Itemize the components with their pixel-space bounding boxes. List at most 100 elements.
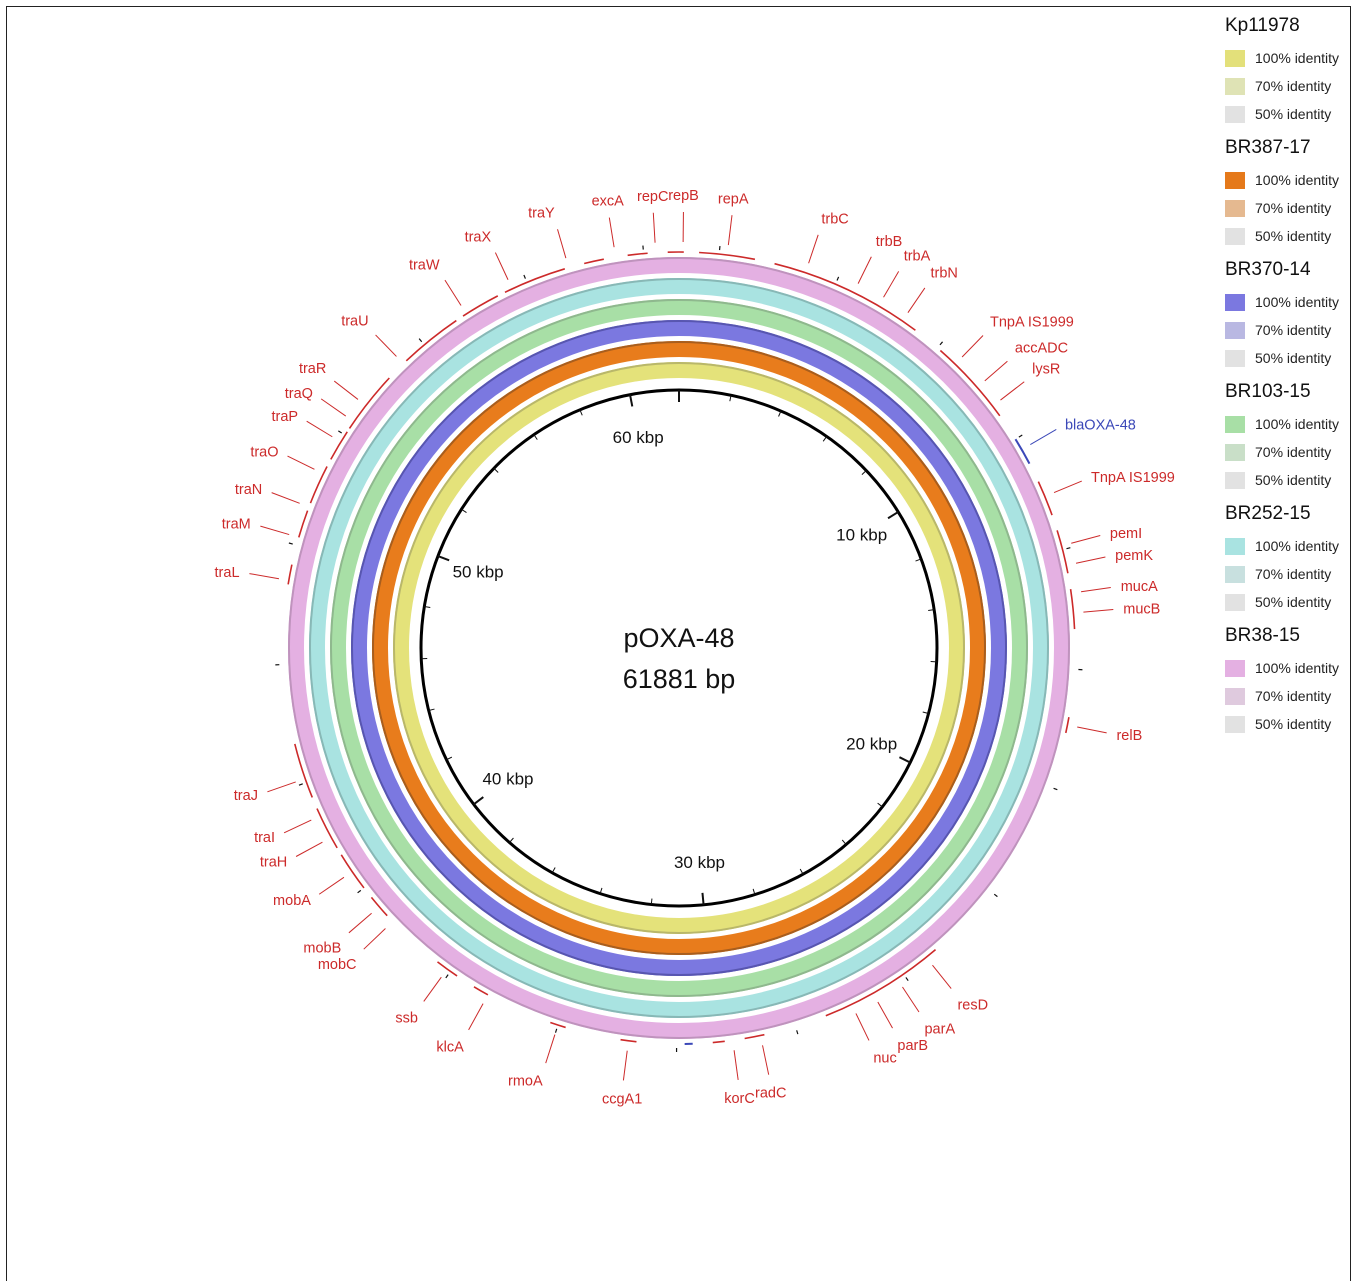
scale-label: 20 kbp — [846, 734, 897, 753]
gene-leader — [907, 287, 926, 313]
minor-tick — [533, 434, 538, 440]
legend-group: BR370-14 100% identity 70% identity 50% ide… — [1225, 258, 1353, 372]
legend-group: BR38-15 100% identity 70% identity 50% iden… — [1225, 624, 1353, 738]
identity-rings — [288, 257, 1070, 1039]
outer-tick — [836, 276, 840, 281]
gene-label: mobA — [273, 893, 311, 909]
gene-label: ssb — [395, 1011, 418, 1027]
legend-swatch — [1225, 105, 1245, 123]
legend-item: 100% identity — [1225, 654, 1353, 682]
gene-label: blaOXA-48 — [1065, 417, 1136, 433]
gene-leader — [857, 256, 872, 284]
ring-edge — [372, 341, 986, 955]
gene-arc — [744, 1033, 765, 1040]
gene-arc — [340, 854, 365, 889]
gene-leader — [622, 1050, 628, 1081]
outer-tick — [796, 1030, 799, 1035]
gene-arc — [1069, 588, 1076, 630]
gene-leader — [808, 234, 819, 264]
legend-label: 100% identity — [1255, 172, 1340, 188]
gene-label: traL — [215, 565, 240, 581]
gene-label: traJ — [234, 788, 258, 804]
gene-leader — [608, 217, 615, 248]
scale-label: 30 kbp — [674, 853, 725, 872]
legend-item: 50% identity — [1225, 466, 1353, 494]
gene-leader — [295, 841, 323, 857]
gene-label: nuc — [873, 1050, 896, 1066]
gene-leader — [902, 986, 920, 1013]
legend-item: 50% identity — [1225, 344, 1353, 372]
gene-arc — [712, 1040, 725, 1044]
legend-item: 100% identity — [1225, 410, 1353, 438]
major-tick — [887, 511, 899, 520]
legend-title: BR370-14 — [1225, 259, 1311, 280]
ring-br103-15 — [330, 299, 1028, 997]
gene-label: TnpA IS1999 — [990, 314, 1074, 330]
gene-arc — [699, 251, 756, 261]
legend-title: BR252-15 — [1225, 503, 1311, 524]
gene-label: pemK — [1115, 548, 1153, 564]
gene-label: mobB — [303, 940, 341, 956]
minor-tick — [729, 395, 732, 402]
major-tick — [701, 892, 705, 905]
gene-label: resD — [957, 997, 988, 1013]
gene-arc — [437, 961, 458, 977]
gene-arc — [550, 1021, 566, 1029]
gene-label: korC — [724, 1091, 755, 1107]
ring-edge — [288, 257, 1070, 1039]
legend-swatch — [1225, 227, 1245, 245]
gene-label: klcA — [436, 1040, 464, 1056]
minor-tick — [752, 888, 756, 895]
gene-label: repA — [718, 191, 749, 207]
gene-label: trbN — [930, 266, 957, 282]
gene-leader — [320, 398, 347, 417]
legend-label: 100% identity — [1255, 660, 1340, 676]
gene-label: repB — [668, 188, 699, 204]
gene-leader — [762, 1045, 770, 1075]
ring-br370-14 — [351, 320, 1007, 976]
gene-label: mobC — [318, 957, 357, 973]
gene-leader — [318, 876, 345, 895]
gene-arc — [370, 896, 388, 917]
gene-arcs — [287, 251, 1076, 1045]
gene-leader — [733, 1050, 739, 1081]
legend-item: 100% identity — [1225, 166, 1353, 194]
legend-group: BR252-15 100% identity 70% identity 50% ide… — [1225, 502, 1353, 616]
ring-edge — [393, 362, 965, 934]
scale-labels: 10 kbp 20 kbp 30 kbp 40 kbp 50 kbp 60 kbp — [453, 428, 898, 872]
legend-item: 100% identity — [1225, 532, 1353, 560]
legend-label: 100% identity — [1255, 294, 1340, 310]
scale-ticks — [275, 245, 1083, 1052]
gene-arc — [348, 377, 390, 429]
legend-label: 70% identity — [1255, 566, 1332, 582]
minor-tick — [928, 609, 935, 612]
gene-leader — [271, 492, 300, 504]
legend-swatch — [1225, 171, 1245, 189]
gene-leader — [1030, 429, 1057, 445]
legend-swatch — [1225, 349, 1245, 367]
outer-tick — [298, 783, 303, 786]
gene-label: mucB — [1123, 602, 1160, 618]
outer-tick — [1053, 787, 1058, 791]
gene-label: rmoA — [508, 1074, 543, 1090]
minor-tick — [822, 436, 828, 442]
minor-tick — [509, 837, 514, 843]
gene-arc — [1056, 530, 1069, 574]
gene-leader — [727, 215, 733, 246]
minor-tick — [461, 508, 467, 513]
gene-label: pemI — [1110, 526, 1142, 542]
gene-label: trbB — [876, 234, 903, 250]
outer-tick — [418, 338, 423, 343]
legend-swatch — [1225, 199, 1245, 217]
ring-edge — [309, 278, 1049, 1018]
gene-leader — [652, 212, 656, 243]
legend-label: 50% identity — [1255, 472, 1332, 488]
minor-tick — [424, 606, 431, 609]
gene-leader — [1077, 726, 1107, 734]
legend-swatch — [1225, 293, 1245, 311]
gene-leader — [961, 335, 984, 358]
major-tick — [629, 394, 634, 407]
outer-tick — [288, 542, 293, 545]
gene-leader — [494, 252, 509, 280]
gene-arc — [405, 319, 457, 362]
